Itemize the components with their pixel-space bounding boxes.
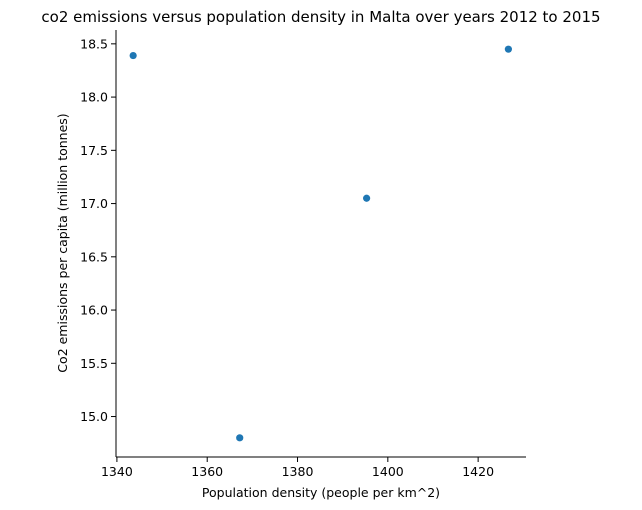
x-tick-label: 1360 [191, 464, 223, 479]
plot-area: 1340 1360 1380 1400 1420 15.0 15.5 16.0 16.5 17.0… [80, 30, 526, 479]
y-tick-label: 17.5 [80, 143, 108, 158]
x-tick-label: 1420 [462, 464, 494, 479]
y-tick-label: 18.0 [80, 90, 108, 105]
y-tick-label: 15.5 [80, 356, 108, 371]
x-tick-label: 1380 [282, 464, 314, 479]
y-tick-label: 18.5 [80, 36, 108, 51]
data-point [236, 434, 244, 442]
data-point [504, 45, 512, 53]
y-axis-label: Co2 emissions per capita (million tonnes… [55, 113, 70, 372]
y-tick-label: 16.0 [80, 303, 108, 318]
y-tick-label: 17.0 [80, 196, 108, 211]
y-tick-label: 16.5 [80, 249, 108, 264]
x-tick-label: 1400 [372, 464, 404, 479]
data-point [129, 51, 137, 60]
data-point [363, 194, 371, 202]
x-tick-label: 1340 [101, 464, 133, 479]
y-tick-label: 15.0 [80, 409, 108, 424]
chart-title: co2 emissions versus population density … [41, 8, 600, 26]
x-axis-label: Population density (people per km^2) [202, 485, 440, 500]
